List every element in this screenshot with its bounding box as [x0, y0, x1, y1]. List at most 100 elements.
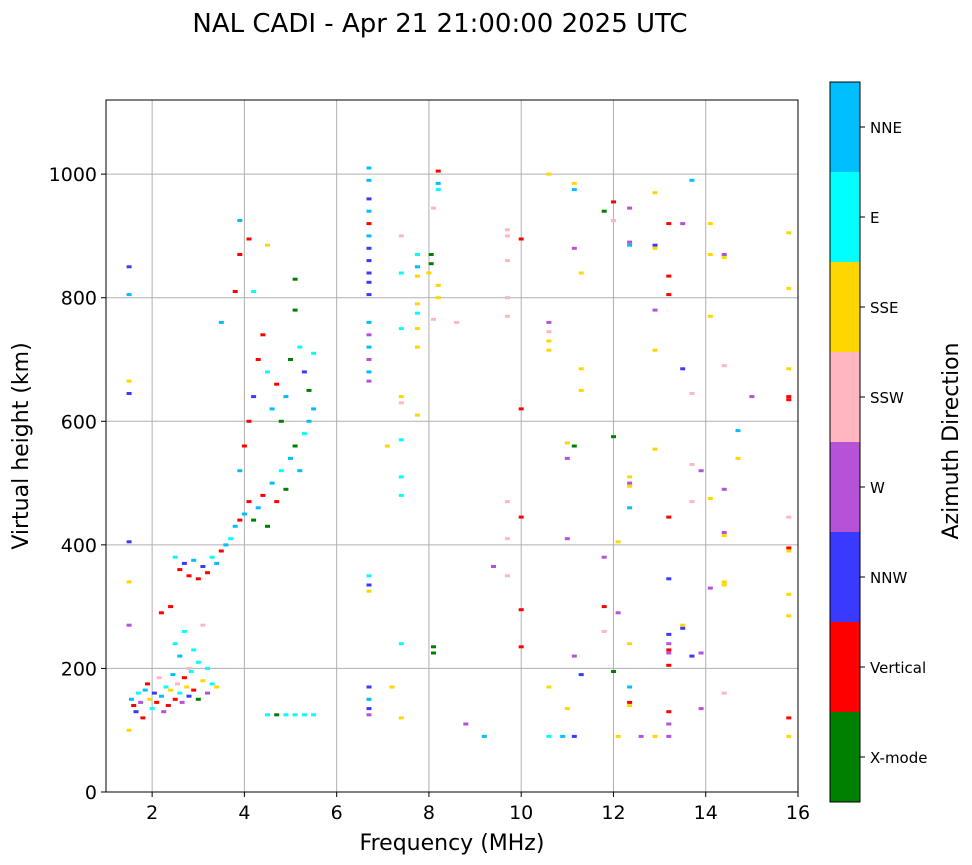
data-point — [237, 253, 243, 256]
data-point — [652, 447, 658, 451]
data-point — [265, 243, 270, 247]
data-point — [265, 713, 270, 717]
x-tick-label: 4 — [238, 802, 250, 824]
data-point — [546, 685, 552, 689]
data-point — [168, 688, 174, 692]
data-point — [366, 707, 372, 711]
data-point — [707, 222, 713, 226]
data-point — [195, 660, 201, 664]
data-point — [306, 388, 312, 392]
data-point — [721, 580, 727, 584]
data-point — [398, 716, 404, 720]
data-point — [366, 234, 372, 238]
data-point — [504, 314, 510, 318]
data-point — [366, 589, 372, 593]
data-point — [431, 651, 436, 655]
data-point — [255, 358, 261, 361]
data-point — [666, 651, 672, 655]
data-point — [435, 296, 441, 300]
data-point — [398, 234, 404, 238]
data-point — [398, 401, 404, 405]
data-point — [504, 537, 510, 541]
data-point — [218, 549, 224, 553]
data-point — [223, 543, 229, 547]
data-point — [431, 317, 436, 321]
data-point — [707, 497, 713, 500]
data-point — [680, 367, 686, 371]
data-point — [297, 469, 303, 473]
data-point — [689, 463, 695, 466]
data-point — [627, 243, 633, 247]
data-point — [260, 493, 266, 497]
data-point — [435, 181, 441, 185]
data-point — [414, 302, 420, 306]
data-point — [518, 515, 524, 519]
data-point — [274, 713, 280, 717]
data-point — [288, 358, 293, 361]
data-point — [147, 697, 153, 701]
colorbar-segment — [830, 172, 860, 262]
data-point — [707, 586, 713, 590]
colorbar-tick-label: Vertical — [870, 659, 926, 677]
data-point — [786, 367, 792, 371]
data-point — [431, 645, 436, 649]
data-point — [611, 200, 616, 204]
data-point — [601, 209, 607, 213]
data-point — [126, 728, 132, 732]
data-point — [571, 734, 577, 738]
data-point — [571, 188, 577, 192]
data-point — [435, 283, 441, 287]
data-point — [389, 685, 395, 689]
data-point — [366, 320, 372, 324]
data-point — [504, 296, 510, 300]
data-point — [205, 666, 210, 670]
data-point — [546, 734, 552, 738]
data-point — [301, 370, 307, 374]
data-point — [366, 713, 372, 717]
data-point — [571, 444, 577, 448]
colorbar-label: Azimuth Direction — [939, 342, 964, 539]
data-point — [398, 438, 404, 442]
data-point — [311, 407, 317, 411]
data-point — [181, 629, 187, 633]
data-point — [652, 191, 658, 195]
data-point — [237, 469, 243, 473]
colorbar-segment — [830, 532, 860, 622]
colorbar-tick-label: NNE — [870, 119, 902, 137]
y-tick-label: 400 — [61, 535, 97, 557]
data-point — [721, 364, 727, 368]
data-point — [172, 555, 178, 559]
data-point — [186, 666, 192, 670]
data-point — [292, 444, 298, 448]
data-point — [627, 704, 633, 707]
data-point — [689, 500, 695, 504]
data-point — [666, 710, 672, 714]
data-point — [426, 271, 432, 275]
data-point — [578, 388, 584, 392]
data-point — [297, 345, 303, 349]
y-tick-label: 1000 — [49, 164, 97, 186]
data-point — [251, 395, 257, 399]
data-point — [241, 444, 247, 448]
data-point — [666, 577, 672, 581]
x-tick-label: 14 — [694, 802, 718, 824]
data-point — [398, 327, 404, 331]
data-point — [504, 500, 510, 504]
data-point — [666, 648, 672, 652]
data-point — [142, 688, 148, 692]
data-point — [518, 407, 524, 411]
data-point — [366, 209, 372, 213]
colorbar-tick-label: SSE — [870, 299, 899, 317]
data-point — [366, 197, 372, 201]
data-point — [560, 734, 566, 738]
data-point — [786, 592, 792, 596]
data-point — [786, 716, 792, 720]
data-point — [504, 574, 510, 578]
data-point — [278, 419, 284, 423]
y-axis-ticks: 0 200 400 600 800 1000 — [49, 164, 106, 804]
data-point — [168, 605, 174, 609]
data-point — [666, 663, 672, 667]
data-point — [251, 290, 257, 293]
data-point — [627, 206, 633, 210]
colorbar-segment — [830, 352, 860, 442]
